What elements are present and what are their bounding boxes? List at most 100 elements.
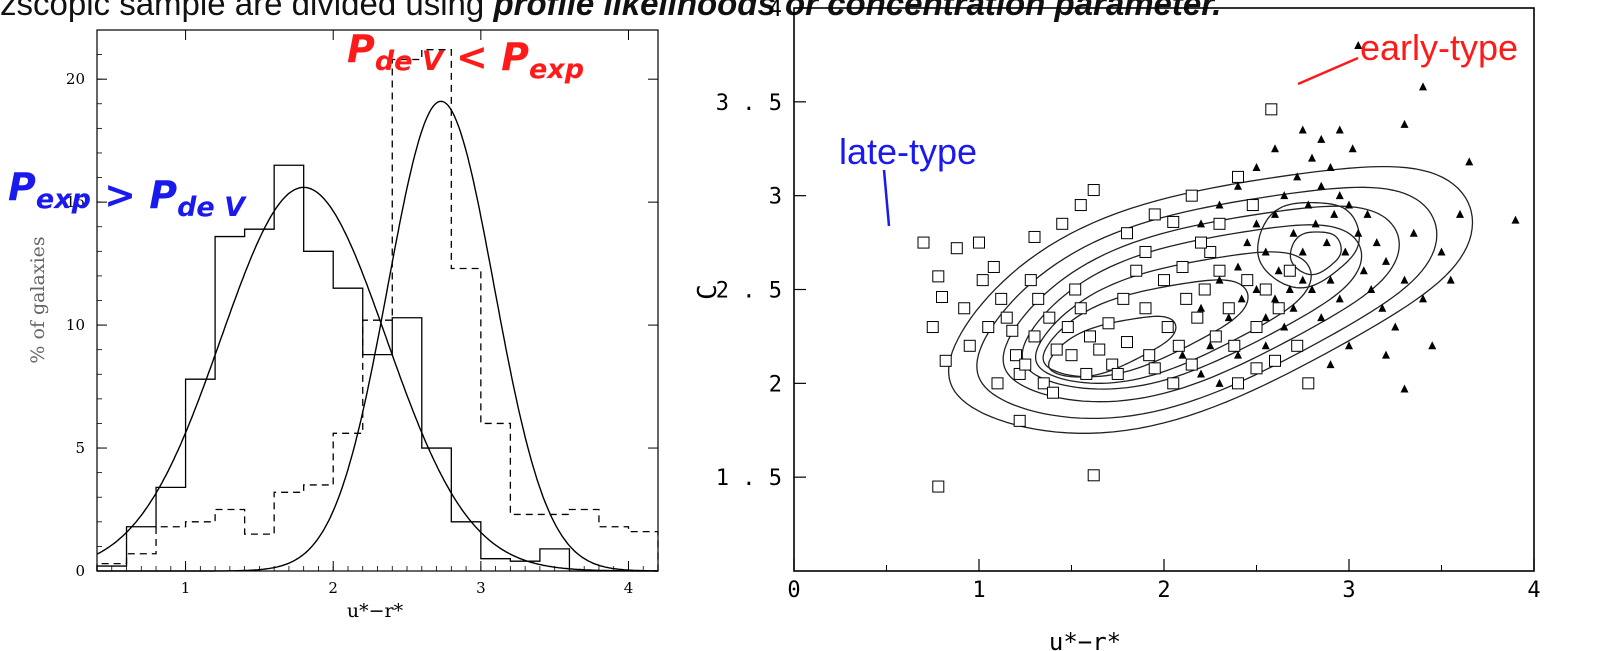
late-type-point xyxy=(1185,358,1198,371)
early-type-point xyxy=(1308,285,1316,293)
early-type-point xyxy=(1446,275,1455,284)
late-type-point xyxy=(1213,264,1226,277)
early-type-point xyxy=(1326,275,1335,284)
late-type-point xyxy=(987,260,1000,273)
early-type-point xyxy=(1391,322,1400,331)
caption-emphasis: profile likelihoods or concentration par… xyxy=(493,0,1222,22)
gaussian-fit-1 xyxy=(96,186,658,572)
late-type-point xyxy=(1013,414,1026,427)
late-type-point xyxy=(1172,339,1185,352)
early-type-point xyxy=(1271,294,1279,303)
early-type-point xyxy=(1326,163,1335,172)
early-type-point xyxy=(1317,181,1326,190)
late-type-point xyxy=(1010,349,1022,362)
early-type-point xyxy=(1197,219,1205,228)
late-type-point xyxy=(963,339,976,352)
early-type-point xyxy=(1178,350,1187,359)
late-type-point xyxy=(976,274,989,287)
late-type-point xyxy=(1087,469,1100,482)
scatter-ylabel: C xyxy=(693,284,723,300)
late-type-point xyxy=(1272,302,1285,315)
late-type-point xyxy=(1232,170,1244,183)
contour-level xyxy=(948,165,1474,434)
late-type-point xyxy=(950,242,963,255)
early-type-point xyxy=(1234,181,1242,190)
late-type-point xyxy=(1259,283,1272,296)
gaussian-fit-2 xyxy=(97,100,658,572)
y-tick-label: 1 . 5 xyxy=(716,466,782,491)
late-type-point xyxy=(1180,292,1193,305)
density-contours xyxy=(948,165,1474,434)
late-type-point xyxy=(1158,274,1170,287)
early-type-point xyxy=(1280,322,1289,331)
early-type-point xyxy=(1322,238,1331,247)
early-type-point xyxy=(1465,157,1474,166)
early-type-point xyxy=(1298,125,1307,134)
early-type-point xyxy=(1400,119,1409,128)
late-type-point xyxy=(1056,217,1069,230)
late-type-point xyxy=(1087,184,1100,197)
early-type-point xyxy=(1261,341,1270,350)
early-type-point xyxy=(1252,163,1261,172)
early-type-point xyxy=(1206,341,1215,350)
late-type-pointer xyxy=(882,169,891,227)
y-tick-label: 2 . 5 xyxy=(716,279,782,304)
late-type-point xyxy=(1093,343,1106,356)
early-type-point xyxy=(1437,247,1446,256)
y-tick-label: 3 xyxy=(769,185,782,210)
early-type-point xyxy=(1419,82,1427,91)
late-type-point xyxy=(1102,317,1115,330)
y-tick-label: 5 xyxy=(75,439,85,457)
histogram-ticks: 1 2 3 4 0 5 10 15 20 xyxy=(66,30,658,597)
late-type-point xyxy=(1222,302,1235,315)
gaussian-fits xyxy=(96,100,658,572)
early-type-point xyxy=(1243,238,1252,247)
late-type-point xyxy=(1019,358,1032,371)
late-type-point xyxy=(991,377,1004,390)
early-type-point xyxy=(1345,341,1353,350)
early-type-point xyxy=(1317,134,1326,143)
early-type-point xyxy=(1348,144,1357,153)
x-tick-label: 4 xyxy=(624,579,634,597)
early-type-point xyxy=(1382,350,1390,359)
x-tick-label: 4 xyxy=(1527,578,1540,603)
early-type-pointer xyxy=(1297,56,1359,86)
contour-level xyxy=(1257,201,1360,289)
early-type-point xyxy=(1280,191,1289,200)
early-type-point xyxy=(1311,219,1320,228)
slide-caption: zscopic sample are divided using profile… xyxy=(0,0,1616,24)
contour-level xyxy=(1002,205,1400,403)
early-type-point xyxy=(1197,303,1205,312)
late-type-point xyxy=(1167,215,1180,228)
late-type-point xyxy=(1080,367,1093,380)
scatter-panel: 0 1 2 3 4 1 . 5 2 2 . 5 3 3 . 5 4 u*−r* C late-typ… xyxy=(693,0,1541,651)
late-type-point xyxy=(1065,349,1078,362)
late-type-point xyxy=(1213,217,1226,230)
late-type-point xyxy=(1246,199,1259,212)
early-type-point xyxy=(1252,285,1261,293)
histogram-series-dashed xyxy=(96,49,659,571)
early-type-point xyxy=(1215,378,1224,387)
y-tick-label: 2 xyxy=(769,372,782,397)
early-type-point xyxy=(1372,238,1381,247)
early-type-point xyxy=(1304,200,1313,209)
late-type-point xyxy=(1250,321,1263,334)
early-type-point xyxy=(1261,247,1270,256)
late-type-point xyxy=(1000,311,1013,324)
late-type-point xyxy=(1032,292,1045,305)
late-type-point xyxy=(1167,377,1180,390)
early-type-point xyxy=(1345,200,1353,209)
early-type-point xyxy=(1335,294,1344,303)
late-type-point xyxy=(932,270,945,283)
contour-level xyxy=(976,186,1438,420)
late-type-point xyxy=(1148,208,1161,221)
late-type-point xyxy=(1069,283,1082,296)
x-tick-label: 1 xyxy=(181,579,191,597)
early-type-point xyxy=(1224,313,1233,322)
early-type-point xyxy=(1293,172,1302,181)
early-type-point xyxy=(1382,256,1390,265)
late-type-point xyxy=(1117,292,1130,305)
annotation-early-type: early-type xyxy=(1360,27,1518,68)
late-type-point xyxy=(1111,367,1124,380)
early-type-point xyxy=(1335,191,1344,200)
